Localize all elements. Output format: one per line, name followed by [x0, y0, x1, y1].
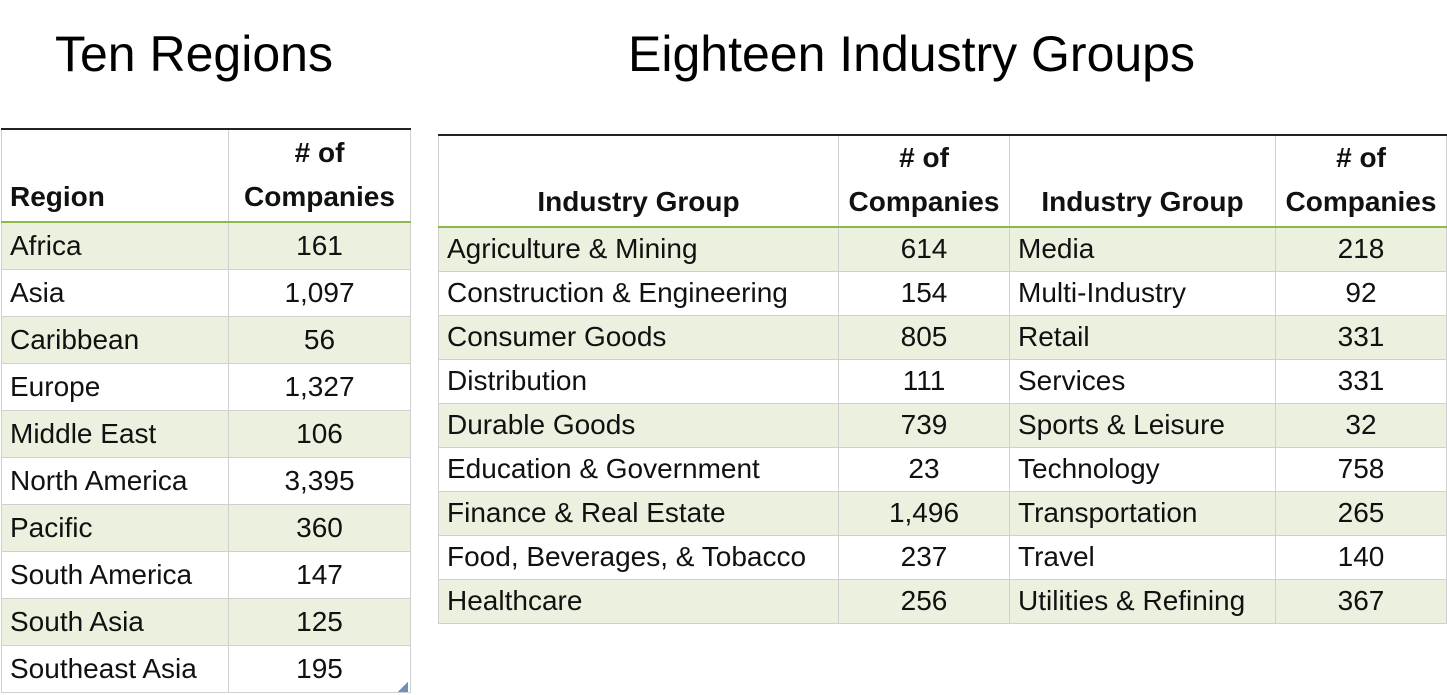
- industry-group-cell: Healthcare: [438, 578, 839, 624]
- industry-group-cell: Finance & Real Estate: [438, 490, 839, 536]
- company-count-column-header: # of Companies: [228, 128, 411, 223]
- region-count-cell: 3,395: [228, 456, 411, 505]
- industry-count-cell: 758: [1275, 446, 1447, 492]
- region-count-cell: 56: [228, 315, 411, 364]
- region-name-cell: Southeast Asia: [1, 644, 229, 693]
- region-name-cell: Asia: [1, 268, 229, 317]
- industry-count-cell: 367: [1275, 578, 1447, 624]
- industry-group-cell: Education & Government: [438, 446, 839, 492]
- industry-count-cell: 237: [838, 534, 1010, 580]
- region-name-cell: Pacific: [1, 503, 229, 552]
- industry-count-cell: 256: [838, 578, 1010, 624]
- industry-row: Healthcare 256 Utilities & Refining 367: [438, 578, 1447, 624]
- industry-count-cell: 154: [838, 270, 1010, 316]
- industry-group-cell: Media: [1009, 226, 1276, 272]
- region-name-cell: Middle East: [1, 409, 229, 458]
- region-row: Europe 1,327: [1, 362, 411, 411]
- industry-count-cell: 614: [838, 226, 1010, 272]
- region-row: Africa 161: [1, 221, 411, 270]
- industry-count-cell: 331: [1275, 358, 1447, 404]
- region-count-cell: 125: [228, 597, 411, 646]
- industry-row: Consumer Goods 805 Retail 331: [438, 314, 1447, 360]
- region-row: Middle East 106: [1, 409, 411, 458]
- regions-header-row: Region # of Companies: [1, 128, 411, 223]
- region-count-cell: 106: [228, 409, 411, 458]
- industry-group-cell: Sports & Leisure: [1009, 402, 1276, 448]
- industry-row: Durable Goods 739 Sports & Leisure 32: [438, 402, 1447, 448]
- region-row: Southeast Asia 195: [1, 644, 411, 693]
- industry-count-cell: 140: [1275, 534, 1447, 580]
- industry-group-cell: Services: [1009, 358, 1276, 404]
- region-row: Pacific 360: [1, 503, 411, 552]
- region-name-cell: Africa: [1, 221, 229, 270]
- industry-count-cell: 739: [838, 402, 1010, 448]
- regions-body: Africa 161 Asia 1,097 Caribbean 56 Europe 1,327…: [1, 221, 411, 693]
- industry-count-cell: 1,496: [838, 490, 1010, 536]
- industry-row: Education & Government 23 Technology 758: [438, 446, 1447, 492]
- industry-count-cell: 23: [838, 446, 1010, 492]
- region-row: Asia 1,097: [1, 268, 411, 317]
- industry-header-row: Industry Group # of Companies Industry G…: [438, 134, 1447, 228]
- industry-group-cell: Consumer Goods: [438, 314, 839, 360]
- region-name-cell: Caribbean: [1, 315, 229, 364]
- industry-group-column-header-1: Industry Group: [438, 134, 839, 228]
- region-row: Caribbean 56: [1, 315, 411, 364]
- region-name-cell: Europe: [1, 362, 229, 411]
- industry-group-cell: Transportation: [1009, 490, 1276, 536]
- industry-count-cell: 218: [1275, 226, 1447, 272]
- industry-row: Food, Beverages, & Tobacco 237 Travel 140: [438, 534, 1447, 580]
- region-count-cell: 147: [228, 550, 411, 599]
- industry-group-cell: Agriculture & Mining: [438, 226, 839, 272]
- region-count-cell: 1,327: [228, 362, 411, 411]
- region-count-cell: 195: [228, 644, 411, 693]
- industry-row: Construction & Engineering 154 Multi-Indus…: [438, 270, 1447, 316]
- industry-row: Distribution 111 Services 331: [438, 358, 1447, 404]
- industry-count-cell: 111: [838, 358, 1010, 404]
- industry-group-cell: Multi-Industry: [1009, 270, 1276, 316]
- industry-row: Agriculture & Mining 614 Media 218: [438, 226, 1447, 272]
- region-column-header: Region: [1, 128, 229, 223]
- region-row: South America 147: [1, 550, 411, 599]
- regions-table: Region # of Companies Africa 161 Asia 1,097…: [1, 128, 411, 693]
- industry-group-cell: Construction & Engineering: [438, 270, 839, 316]
- table-resize-handle[interactable]: [398, 682, 408, 692]
- industry-count-cell: 32: [1275, 402, 1447, 448]
- industry-group-cell: Durable Goods: [438, 402, 839, 448]
- company-count-column-header-2: # of Companies: [1275, 134, 1447, 228]
- regions-title: Ten Regions: [55, 26, 333, 82]
- industry-count-cell: 92: [1275, 270, 1447, 316]
- industry-group-cell: Distribution: [438, 358, 839, 404]
- industry-group-cell: Retail: [1009, 314, 1276, 360]
- region-row: North America 3,395: [1, 456, 411, 505]
- industry-count-cell: 265: [1275, 490, 1447, 536]
- region-name-cell: South Asia: [1, 597, 229, 646]
- region-row: South Asia 125: [1, 597, 411, 646]
- industry-count-cell: 331: [1275, 314, 1447, 360]
- industry-body: Agriculture & Mining 614 Media 218 Construct…: [438, 226, 1447, 624]
- industry-groups-table: Industry Group # of Companies Industry G…: [438, 134, 1447, 624]
- region-count-cell: 360: [228, 503, 411, 552]
- industry-group-column-header-2: Industry Group: [1009, 134, 1276, 228]
- region-name-cell: South America: [1, 550, 229, 599]
- region-count-cell: 1,097: [228, 268, 411, 317]
- industry-count-cell: 805: [838, 314, 1010, 360]
- industry-group-cell: Utilities & Refining: [1009, 578, 1276, 624]
- industry-row: Finance & Real Estate 1,496 Transportation…: [438, 490, 1447, 536]
- region-count-cell: 161: [228, 221, 411, 270]
- region-name-cell: North America: [1, 456, 229, 505]
- industry-group-cell: Technology: [1009, 446, 1276, 492]
- industry-groups-title: Eighteen Industry Groups: [628, 26, 1195, 82]
- company-count-column-header-1: # of Companies: [838, 134, 1010, 228]
- industry-group-cell: Travel: [1009, 534, 1276, 580]
- industry-group-cell: Food, Beverages, & Tobacco: [438, 534, 839, 580]
